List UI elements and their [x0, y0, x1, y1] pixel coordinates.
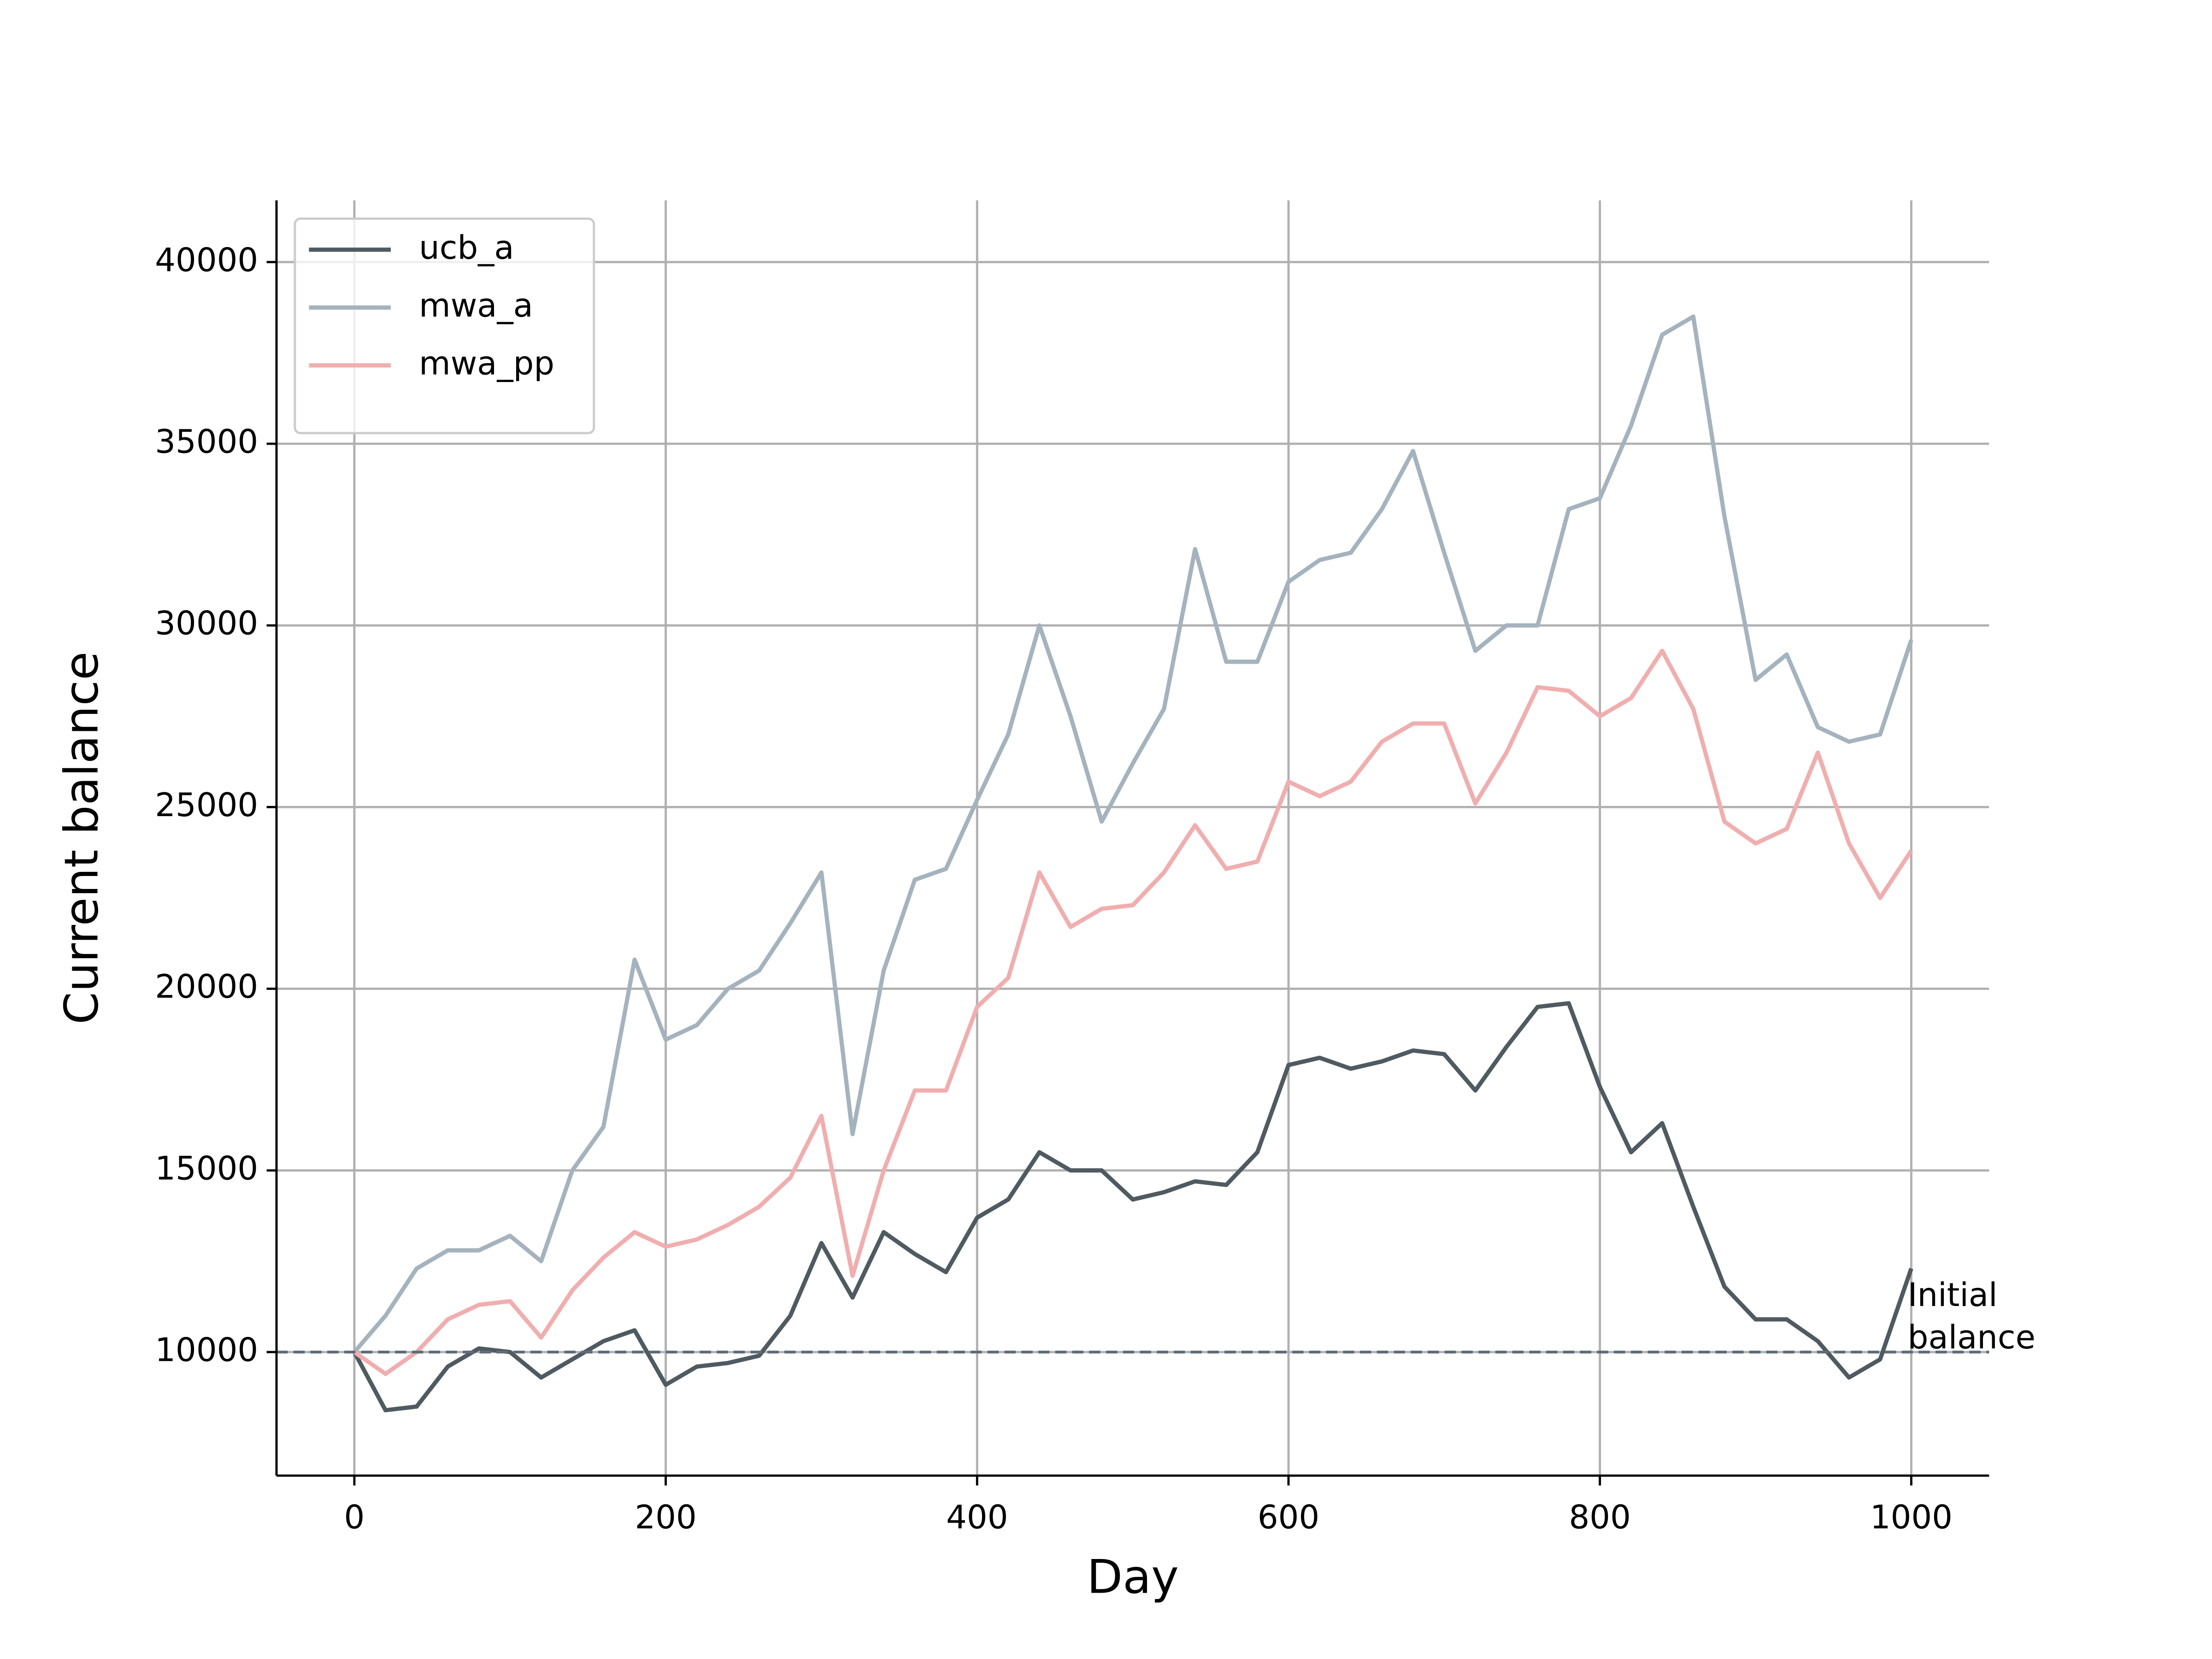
- x-axis-label: Day: [1087, 1549, 1178, 1604]
- x-tick-label: 1000: [1870, 1498, 1953, 1536]
- legend-label: ucb_a: [419, 229, 514, 266]
- y-tick-label: 35000: [155, 423, 258, 460]
- x-tick-label: 800: [1569, 1498, 1631, 1536]
- legend-label: mwa_pp: [419, 344, 554, 382]
- x-tick-label: 200: [635, 1498, 696, 1536]
- x-tick-label: 0: [344, 1498, 365, 1536]
- legend-box: [294, 218, 595, 435]
- x-tick-label: 400: [946, 1498, 1008, 1536]
- y-axis-label: Current balance: [54, 652, 109, 1024]
- x-tick-label: 600: [1258, 1498, 1319, 1536]
- y-tick-label: 15000: [155, 1149, 258, 1187]
- legend: ucb_a mwa_a mwa_pp: [294, 218, 595, 435]
- y-tick-label: 10000: [155, 1331, 258, 1369]
- line-series: [353, 314, 1913, 1353]
- y-tick-label: 20000: [155, 968, 258, 1006]
- plot-area: Initial balance: [276, 314, 2036, 1412]
- y-tick-label: 30000: [155, 605, 258, 642]
- line-series: [353, 648, 1913, 1376]
- line-series: [352, 1001, 1913, 1412]
- legend-label: mwa_a: [419, 287, 533, 324]
- axes: 0 200 400 600 800 1000 10000 15000 20000 25000 300…: [155, 200, 1989, 1536]
- y-tick-label: 40000: [155, 241, 258, 279]
- y-tick-label: 25000: [155, 786, 258, 824]
- annotation: Initial: [1908, 1276, 1998, 1314]
- annotation: balance: [1908, 1318, 2036, 1356]
- grid: [276, 200, 1989, 1476]
